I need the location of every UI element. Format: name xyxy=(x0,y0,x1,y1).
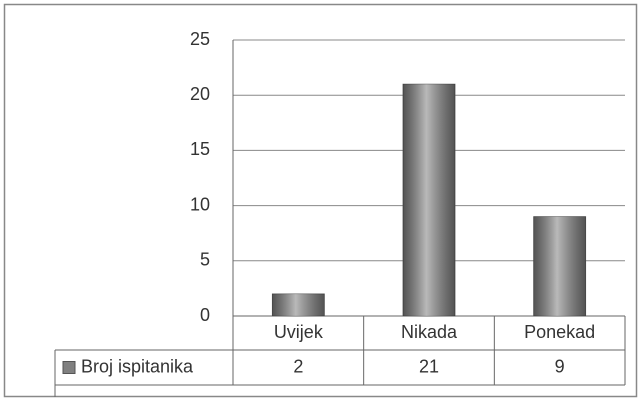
y-tick-label: 0 xyxy=(200,305,210,325)
table-value: 21 xyxy=(419,356,439,376)
table-value: 9 xyxy=(555,356,565,376)
y-tick-label: 20 xyxy=(190,84,210,104)
y-tick-label: 5 xyxy=(200,250,210,270)
bar-shine xyxy=(272,293,325,316)
x-tick-label: Uvijek xyxy=(274,322,324,342)
x-tick-label: Nikada xyxy=(401,322,458,342)
y-tick-label: 10 xyxy=(190,194,210,214)
legend-swatch xyxy=(62,361,76,374)
bar-shine xyxy=(403,84,455,316)
x-tick-label: Ponekad xyxy=(524,322,595,342)
chart-frame xyxy=(3,3,638,398)
y-tick-label: 15 xyxy=(190,139,210,159)
legend-label: Broj ispitanika xyxy=(81,356,194,376)
bar-shine xyxy=(533,216,586,316)
y-tick-label: 25 xyxy=(190,29,210,49)
table-value: 2 xyxy=(293,356,303,376)
